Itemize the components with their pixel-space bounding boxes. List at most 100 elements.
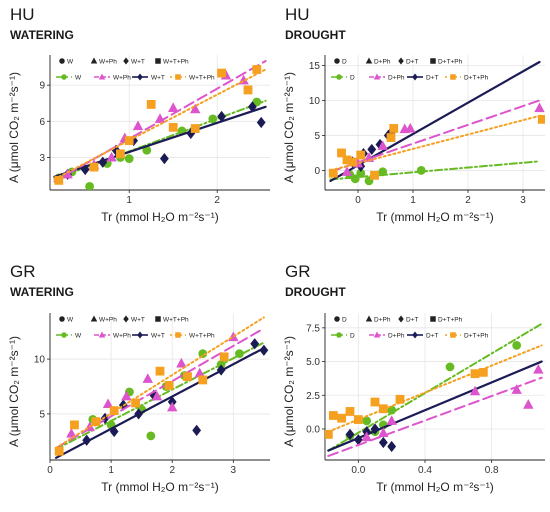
y-tick-label: 0 <box>314 166 320 177</box>
legend-label: W+T <box>151 75 165 82</box>
data-point <box>217 110 226 123</box>
legend-marker <box>373 331 381 338</box>
series-w-ph <box>55 327 265 449</box>
data-point <box>337 148 346 158</box>
y-tick-label: 3 <box>39 153 45 164</box>
data-point <box>395 394 405 404</box>
data-point <box>164 381 174 390</box>
legend-marker <box>61 332 67 338</box>
series-w-t-ph <box>53 65 267 185</box>
data-point <box>512 340 522 350</box>
legend-label: W <box>67 59 74 66</box>
data-point <box>362 416 372 426</box>
data-point <box>356 150 366 160</box>
legend-marker <box>175 332 181 338</box>
condition-label: WATERING <box>10 28 74 42</box>
legend-label: D <box>342 317 347 324</box>
data-point <box>190 103 201 114</box>
data-point <box>386 133 396 142</box>
y-tick-label: 2.5 <box>306 391 320 402</box>
data-point <box>537 114 545 124</box>
data-point <box>168 122 178 132</box>
legend-marker <box>430 58 436 64</box>
x-axis-title: Tr (mmol H₂O m⁻²s⁻¹) <box>376 480 494 494</box>
x-tick-label: 0.8 <box>485 465 499 476</box>
x-axis-title: Tr (mmol H₂O m⁻²s⁻¹) <box>101 480 219 494</box>
data-point <box>85 181 94 190</box>
data-point <box>370 170 379 180</box>
data-point <box>168 102 179 113</box>
data-point <box>198 375 208 385</box>
data-point <box>89 162 99 172</box>
legend-marker <box>412 73 418 81</box>
fit-line <box>327 344 543 433</box>
legend-label: W+T+Ph <box>189 333 215 340</box>
data-point <box>328 168 338 178</box>
data-point <box>194 367 205 378</box>
data-point <box>250 338 260 350</box>
panel-gr-watering: GR WATERING 0 1 2 3 5 10 Tr (mmol H₂O m⁻²s⁻¹) A… <box>7 262 270 494</box>
legend-label: W <box>67 317 74 324</box>
fit-line <box>55 316 265 449</box>
data-point <box>70 420 79 430</box>
data-point <box>121 390 132 401</box>
legend: D D D+Ph D+Ph D+T D+T D+T+Ph D+T+Ph <box>331 315 489 340</box>
legend: W W W+Ph W+Ph W+T W+T W+T+Ph W+T+Ph <box>56 315 215 340</box>
data-point <box>345 407 355 416</box>
condition-label: WATERING <box>10 285 74 299</box>
fit-line <box>329 99 541 173</box>
x-tick-label: 0.4 <box>418 465 432 476</box>
data-point <box>109 406 119 416</box>
legend: D D D+Ph D+Ph D+T D+T D+T+Ph D+T+Ph <box>331 57 489 82</box>
y-tick-label: 15 <box>309 61 321 72</box>
y-tick-label: 6 <box>39 117 45 128</box>
legend-marker <box>430 316 436 322</box>
legend-label: D+T <box>406 317 418 324</box>
data-point <box>325 429 333 439</box>
data-point <box>256 116 266 129</box>
legend-label: D+Ph <box>374 317 391 324</box>
fit-line <box>53 68 267 181</box>
data-point <box>533 364 544 374</box>
data-point <box>389 124 399 133</box>
legend-label: W+Ph <box>113 333 131 340</box>
legend-label: D+T+Ph <box>464 75 489 82</box>
data-point <box>386 415 397 425</box>
fit-line <box>55 341 265 451</box>
panel-hu-watering: HU WATERING 1 2 3 6 9 Tr (mmol H₂O m⁻²s⁻¹) A (… <box>7 5 270 224</box>
series-d-ph <box>327 364 544 457</box>
data-point <box>478 367 488 377</box>
series-d-t-ph <box>328 114 545 180</box>
legend-marker <box>90 57 98 64</box>
data-point <box>198 349 208 358</box>
data-point <box>370 423 380 435</box>
series-d <box>329 160 541 186</box>
data-point <box>534 102 545 113</box>
legend-marker <box>123 57 129 65</box>
x-axis-title: Tr (mmol H₂O m⁻²s⁻¹) <box>101 210 219 224</box>
legend-label: W+Ph <box>99 59 117 66</box>
legend-marker <box>450 74 456 80</box>
series-w-t-ph <box>54 316 265 456</box>
legend-label: D <box>342 59 347 66</box>
fit-line <box>327 322 543 452</box>
data-point <box>167 401 178 412</box>
data-point <box>348 157 357 167</box>
legend-label: D+T <box>426 333 438 340</box>
panel-gr-drought: GR DROUGHT 0.0 0.4 0.8 0.0 2.5 5.0 7.5 Tr (mmol… <box>282 262 545 494</box>
x-tick-label: 1 <box>126 195 132 206</box>
legend-marker <box>398 57 404 65</box>
data-point <box>132 120 144 131</box>
legend-label: W+T <box>131 317 145 324</box>
legend-label: W+T <box>151 333 165 340</box>
data-point <box>375 138 385 151</box>
legend-marker <box>175 74 181 80</box>
x-tick-label: 2 <box>465 195 471 206</box>
data-point <box>54 175 64 185</box>
data-point <box>387 440 397 453</box>
data-point <box>337 413 347 423</box>
data-point <box>356 168 366 178</box>
data-point <box>219 352 229 362</box>
data-point <box>252 65 262 74</box>
data-point <box>361 431 372 442</box>
